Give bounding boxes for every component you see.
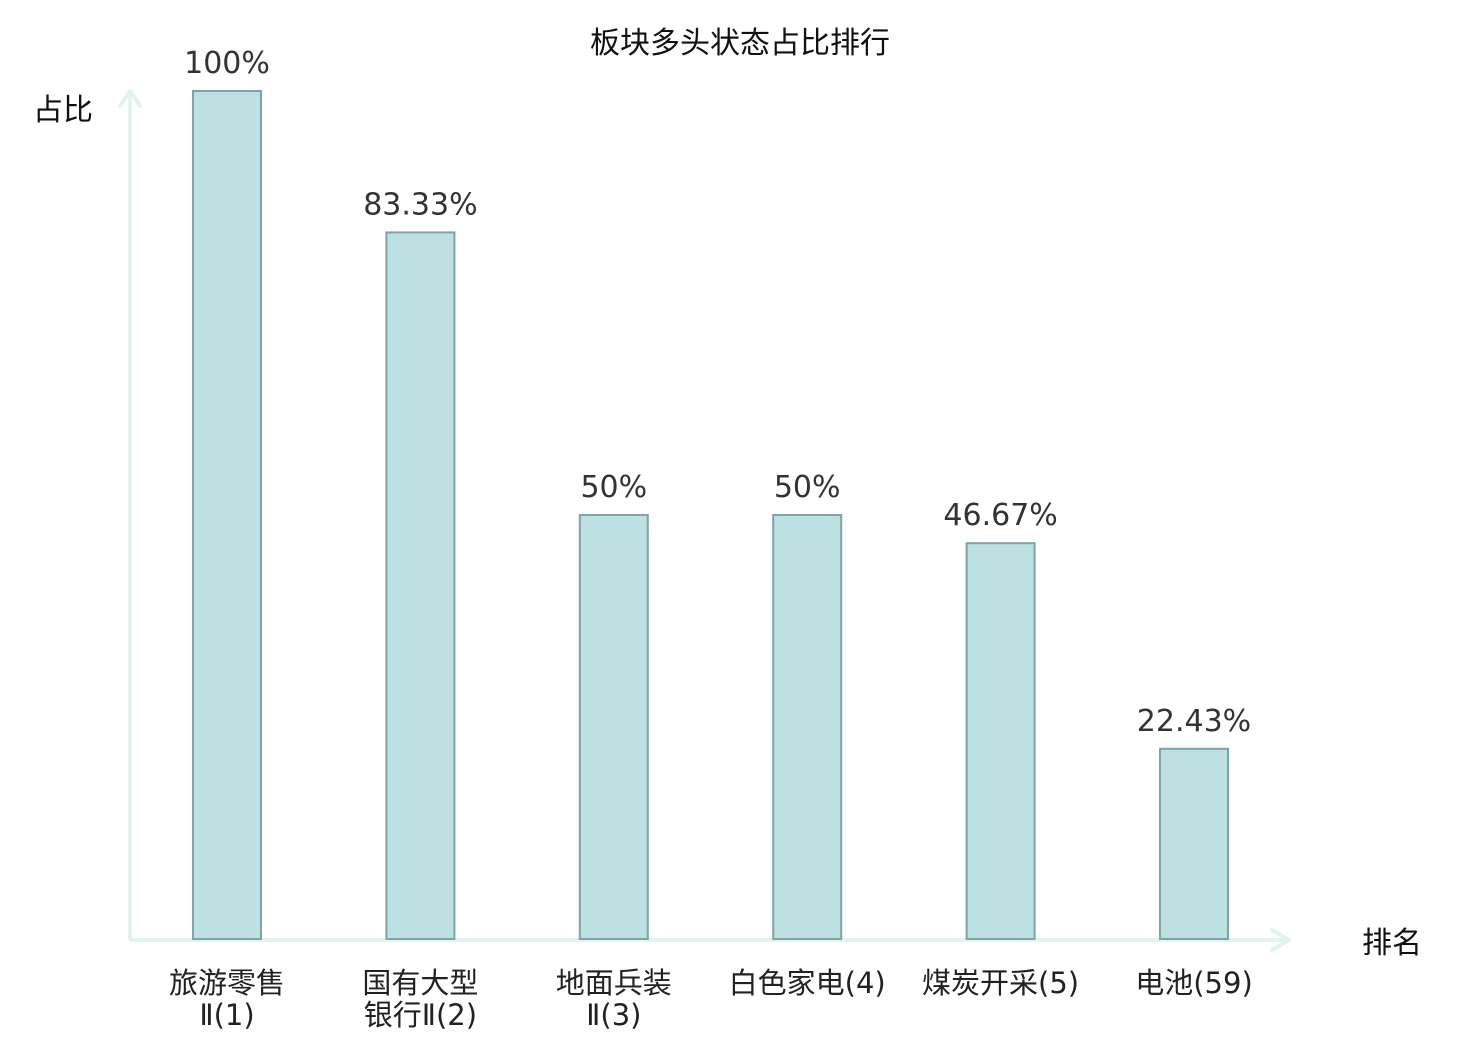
category-label-2: 国有大型银行Ⅱ(2) — [362, 966, 478, 1032]
category-label-1: 旅游零售 Ⅱ(1) — [169, 966, 285, 1032]
category-labels-layer: 旅游零售 Ⅱ(1) 国有大型银行Ⅱ(2) 地面兵装 Ⅱ(3) 白色家电(4) 煤炭开采(5)… — [169, 966, 1253, 1032]
bar-5 — [965, 542, 1036, 940]
value-label-4: 50% — [774, 470, 841, 505]
value-label-2: 83.33% — [363, 187, 477, 222]
bar-2 — [385, 231, 456, 940]
category-label-1-line-1: 旅游零售 — [169, 966, 285, 1000]
y-axis-arrowhead — [118, 89, 142, 108]
category-label-6: 电池(59) — [1135, 966, 1253, 1000]
category-label-6-line-1: 电池(59) — [1135, 966, 1253, 1000]
bar-1 — [192, 90, 262, 940]
value-label-6: 22.43% — [1137, 704, 1251, 739]
value-label-5: 46.67% — [943, 498, 1057, 533]
y-axis-label: 占比 — [33, 93, 93, 128]
category-label-2-line-1: 国有大型 — [362, 966, 478, 1000]
category-label-4: 白色家电(4) — [729, 966, 886, 1000]
bar-3 — [578, 514, 649, 940]
value-label-1: 100% — [184, 46, 270, 81]
bar-4 — [772, 514, 843, 940]
bars-layer — [192, 90, 1229, 940]
value-label-3: 50% — [580, 470, 647, 505]
category-label-3-line-2: Ⅱ(3) — [586, 998, 641, 1032]
category-label-2-line-2: 银行Ⅱ(2) — [364, 998, 477, 1032]
bar-6 — [1159, 747, 1229, 940]
category-label-3: 地面兵装 Ⅱ(3) — [556, 966, 672, 1032]
category-label-1-line-2: Ⅱ(1) — [199, 998, 254, 1032]
category-label-5: 煤炭开采(5) — [922, 966, 1079, 1000]
category-label-4-line-1: 白色家电(4) — [729, 966, 886, 1000]
x-axis-arrowhead — [1270, 928, 1291, 952]
category-label-5-line-1: 煤炭开采(5) — [922, 966, 1079, 1000]
x-axis-label: 排名 — [1362, 926, 1422, 961]
value-labels-layer: 100% 83.33% 50% 50% 46.67% 22.43% — [184, 46, 1251, 739]
category-label-3-line-1: 地面兵装 — [556, 966, 672, 1000]
chart-title: 板块多头状态占比排行 — [590, 26, 890, 61]
